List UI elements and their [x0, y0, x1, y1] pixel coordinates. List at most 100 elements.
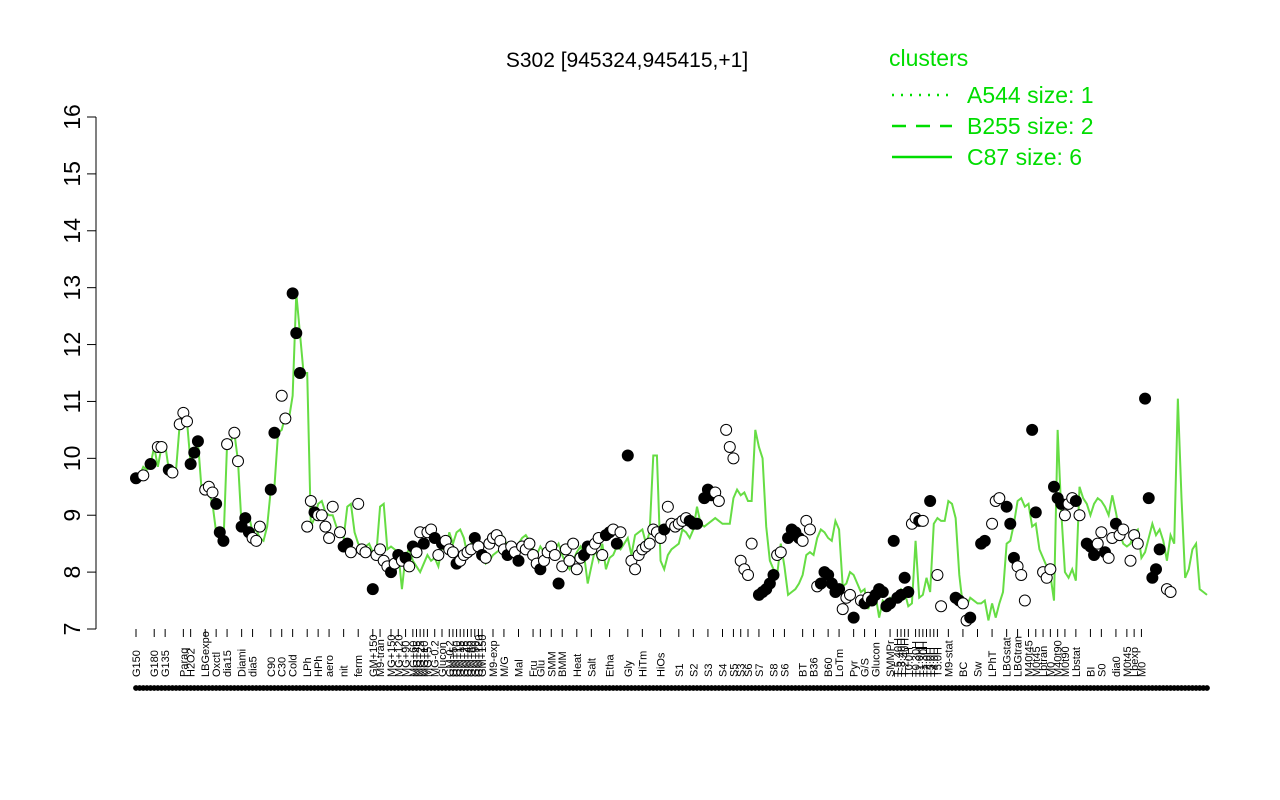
x-tick-label: T-3.40H	[896, 638, 908, 677]
data-point	[206, 486, 219, 499]
data-point	[643, 537, 656, 550]
data-point	[228, 426, 241, 439]
x-tick-label: M0t45	[1122, 646, 1134, 677]
data-point	[181, 415, 193, 428]
data-point	[691, 517, 703, 530]
data-point	[1048, 480, 1060, 493]
x-tick-label: dia0	[1111, 656, 1123, 677]
y-tick-label: 9	[59, 509, 85, 522]
data-point	[1058, 509, 1071, 522]
x-tick-label: S7	[754, 664, 766, 677]
x-tick-label: S1	[674, 664, 686, 677]
data-point	[279, 412, 292, 425]
y-tick-label: 12	[59, 332, 85, 358]
x-tick-label: HPh	[313, 656, 325, 677]
y-tick-label: 16	[59, 104, 85, 130]
x-tick-label: S6	[779, 664, 791, 677]
x-tick-label: MG+120	[393, 635, 405, 678]
x-tick-label: T4.0H	[929, 647, 941, 677]
data-point	[1117, 523, 1130, 536]
data-point	[993, 492, 1006, 505]
data-point	[523, 537, 536, 550]
x-tick-label: S0	[1096, 664, 1108, 677]
data-point	[723, 440, 736, 453]
data-point	[956, 597, 969, 610]
series-points	[130, 287, 1177, 627]
x-tick-label: MG+45	[412, 641, 424, 677]
x-tick-label: GM+60	[466, 641, 478, 677]
data-point	[844, 588, 856, 601]
data-point	[268, 426, 281, 439]
x-tick-label: LPh	[302, 657, 314, 677]
data-point	[935, 600, 948, 613]
x-tick-label: T1.30H	[918, 641, 930, 677]
x-tick-label: GM+150	[368, 635, 380, 678]
data-point	[184, 458, 197, 471]
data-point	[479, 551, 492, 564]
x-tick-label: M/G	[499, 656, 511, 677]
legend-entry-label: C87 size: 6	[967, 144, 1082, 170]
y-tick-label: 10	[59, 446, 85, 472]
x-tick-label: Lbstat	[1071, 647, 1083, 677]
x-tick-label: GM+45	[463, 641, 475, 677]
data-point	[610, 537, 623, 550]
x-tick-label: Fru	[528, 661, 540, 678]
data-point	[978, 534, 991, 547]
x-tick-label: Salt	[586, 658, 598, 677]
data-point	[621, 449, 634, 462]
data-point	[1069, 495, 1082, 507]
data-point	[137, 469, 150, 482]
y-axis: 7 8 9 10 11 12 13 14 15 16	[59, 104, 97, 636]
legend-entry-label: A544 size: 1	[967, 82, 1094, 108]
x-tick-label: Glu	[535, 660, 547, 677]
y-tick-label: 7	[59, 623, 85, 636]
x-tick-label: LPhT	[987, 650, 999, 677]
x-tick-label: HiTm	[637, 651, 649, 677]
data-point	[986, 517, 999, 530]
x-tick-label: T-2.40H	[900, 638, 912, 677]
x-tick-label: HiOs	[656, 652, 668, 677]
x-tick-label: LBGstat	[1002, 637, 1014, 677]
x-tick-label: M40t90	[1053, 640, 1065, 677]
x-tick-label: BC	[958, 662, 970, 677]
data-point	[836, 603, 849, 616]
x-tick-label: C30	[277, 657, 289, 677]
data-point	[315, 509, 328, 522]
x-tick-label: Glucon	[437, 642, 449, 677]
data-point	[931, 568, 944, 581]
x-tick-label: M0	[1136, 662, 1148, 677]
data-point	[1073, 509, 1086, 522]
x-tick-label: GM+150	[477, 635, 489, 678]
data-point	[803, 523, 816, 536]
data-point	[1088, 549, 1101, 562]
data-point	[144, 458, 157, 471]
data-point	[567, 537, 580, 550]
y-tick-label: 8	[59, 566, 85, 579]
x-tick-label: Cold	[288, 654, 300, 677]
x-tick-label: G/S	[860, 658, 872, 677]
data-point	[344, 546, 357, 559]
x-tick-label: MG+150	[386, 635, 398, 678]
y-tick-label: 15	[59, 161, 85, 187]
data-point	[964, 611, 977, 624]
data-point	[432, 549, 445, 562]
x-tick-label: Gly	[623, 660, 635, 677]
x-tick-label: MG+60	[408, 641, 420, 677]
x-tick-label: BT	[798, 663, 810, 677]
data-point	[232, 455, 244, 468]
x-tick-label: GM-0.2	[444, 640, 456, 677]
x-tick-label: S5	[728, 664, 740, 677]
data-point	[359, 546, 372, 559]
data-point	[887, 534, 900, 547]
x-tick-label: M9-exp	[488, 640, 500, 677]
x-tick-label: GM+120	[473, 635, 485, 678]
y-tick-label: 14	[59, 218, 85, 244]
data-point	[374, 543, 387, 556]
x-tick-label: B36	[809, 657, 821, 677]
data-point	[1150, 563, 1162, 576]
x-tick-label: M0	[1045, 662, 1057, 677]
data-point	[188, 446, 201, 459]
data-point	[417, 537, 430, 550]
x-tick-label: Heat	[572, 654, 584, 677]
